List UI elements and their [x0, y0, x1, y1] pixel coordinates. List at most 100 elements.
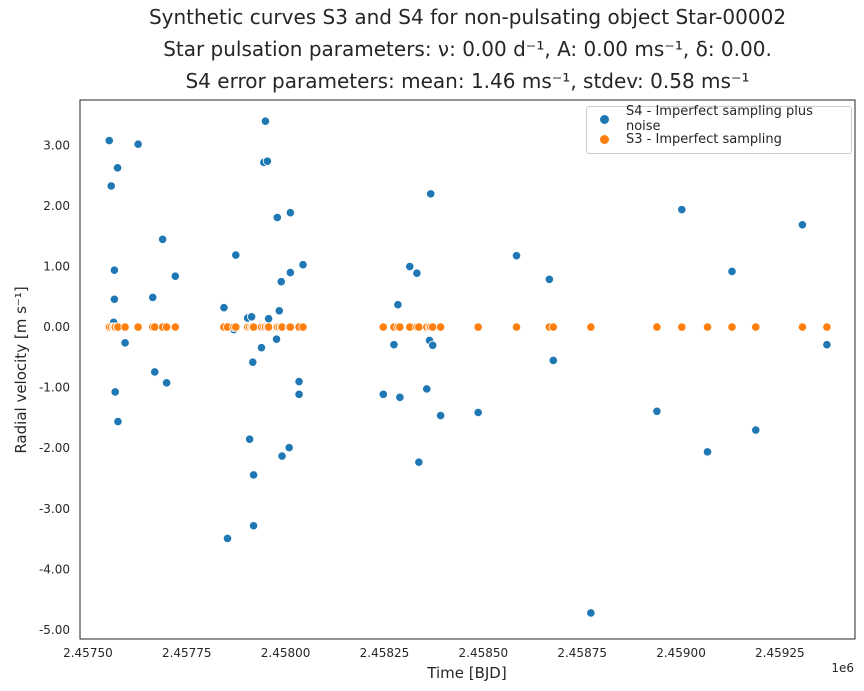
chart-title-line-1: Synthetic curves S3 and S4 for non-pulsa… — [148, 5, 787, 29]
data-point — [677, 205, 687, 215]
data-point — [428, 340, 438, 350]
plot-area — [79, 99, 856, 640]
data-point — [285, 268, 295, 278]
x-tick-labels: 2.45750 2.45775 2.45800 2.45825 2.45850 2.458… — [63, 646, 805, 660]
data-point — [113, 416, 123, 427]
y-axis-label: Radial velocity [m s⁻¹] — [12, 286, 30, 453]
data-point — [298, 322, 308, 332]
x-tick-label: 2.45800 — [261, 646, 311, 660]
data-point — [822, 340, 832, 350]
legend-item-s4: S4 - Imperfect sampling plus noise — [599, 104, 851, 134]
data-point — [274, 306, 284, 316]
x-axis-offset-label: 1e6 — [831, 661, 854, 675]
y-tick-label: -1.00 — [39, 381, 70, 395]
data-point — [271, 334, 282, 344]
data-point — [414, 457, 424, 467]
data-point — [298, 260, 308, 270]
data-point — [284, 443, 294, 453]
series-s4 — [104, 116, 832, 618]
data-point — [428, 322, 438, 332]
legend-label-s3: S3 - Imperfect sampling — [626, 131, 782, 147]
data-point — [109, 265, 120, 275]
data-point — [727, 322, 737, 332]
x-tick-label: 2.45875 — [557, 646, 607, 660]
data-point — [412, 268, 422, 278]
data-point — [548, 355, 558, 366]
y-tick-label: 3.00 — [43, 138, 70, 152]
legend-item-s3: S3 - Imperfect sampling — [599, 130, 782, 148]
data-point — [148, 292, 158, 303]
data-point — [751, 322, 761, 332]
legend-marker-s3 — [599, 133, 610, 145]
data-point — [133, 139, 143, 149]
data-point — [272, 212, 282, 223]
x-tick-label: 2.45925 — [755, 646, 805, 660]
data-point — [150, 322, 160, 332]
data-point — [158, 234, 168, 244]
y-tick-label: -2.00 — [39, 441, 70, 455]
data-point — [133, 322, 143, 332]
y-tick-label: 1.00 — [43, 260, 70, 274]
data-point — [110, 387, 120, 397]
data-point — [586, 608, 596, 618]
data-point — [264, 314, 274, 324]
data-point — [231, 322, 241, 332]
series-s3 — [104, 322, 832, 332]
data-point — [473, 322, 483, 332]
data-point — [231, 250, 241, 260]
data-point — [511, 322, 522, 332]
data-point — [248, 470, 259, 480]
data-point — [702, 447, 713, 457]
data-point — [473, 407, 483, 418]
x-tick-label: 2.45750 — [63, 646, 113, 660]
data-point — [104, 135, 114, 146]
chart-title-line-2: Star pulsation parameters: ν: 0.00 d⁻¹, … — [163, 37, 772, 61]
data-point — [702, 322, 713, 332]
data-point — [161, 322, 172, 332]
x-tick-label: 2.45825 — [360, 646, 410, 660]
data-point — [389, 340, 399, 350]
data-point — [276, 277, 286, 287]
data-point — [248, 322, 259, 332]
data-point — [378, 322, 388, 332]
data-point — [422, 384, 432, 394]
data-point — [544, 274, 554, 284]
y-tick-label: 2.00 — [43, 199, 70, 213]
data-point — [285, 208, 295, 218]
data-point — [395, 322, 405, 332]
data-point — [586, 322, 596, 332]
data-point — [393, 300, 403, 310]
data-point — [548, 322, 558, 332]
data-point — [285, 322, 295, 332]
data-point — [277, 451, 287, 461]
data-point — [426, 189, 436, 199]
data-point — [511, 251, 522, 261]
x-tick-label: 2.45775 — [162, 646, 212, 660]
data-point — [120, 338, 130, 348]
data-point — [797, 220, 808, 230]
data-point — [170, 322, 180, 332]
data-point — [294, 389, 304, 399]
data-point — [248, 521, 259, 531]
data-point — [436, 410, 446, 421]
data-point — [751, 425, 761, 435]
data-point — [247, 312, 257, 322]
data-point — [161, 378, 172, 388]
data-point — [264, 322, 274, 332]
data-point — [150, 367, 160, 377]
data-point — [112, 163, 123, 173]
data-point — [222, 533, 233, 544]
data-point — [378, 389, 388, 399]
data-points — [104, 116, 832, 618]
legend-label-s4: S4 - Imperfect sampling plus noise — [625, 104, 813, 134]
chart-legend: S4 - Imperfect sampling plus noise S3 - … — [586, 104, 852, 154]
data-point — [256, 343, 267, 353]
data-point — [219, 303, 229, 313]
y-tick-label: 0.00 — [43, 320, 70, 334]
data-point — [106, 181, 116, 191]
data-point — [294, 377, 304, 387]
data-point — [797, 322, 808, 332]
y-tick-label: -3.00 — [39, 502, 70, 516]
data-point — [170, 271, 180, 281]
